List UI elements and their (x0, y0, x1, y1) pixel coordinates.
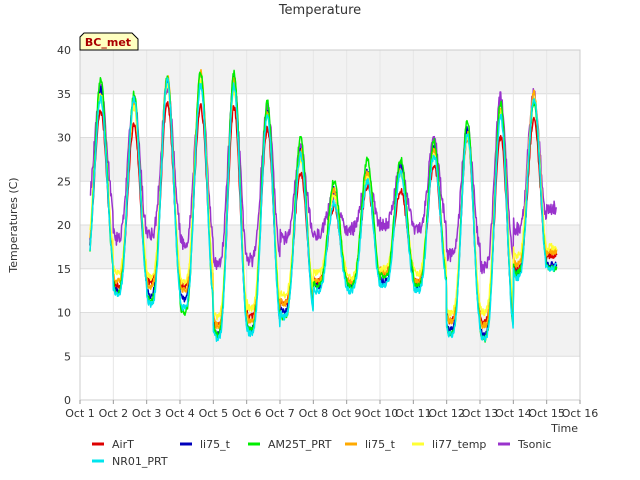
x-tick-label: Oct 1 (65, 407, 95, 420)
y-tick-label: 20 (57, 219, 71, 232)
legend: AirT li75_t AM25T_PRT li75_t li77_temp Tsonic… (92, 438, 551, 468)
y-tick-label: 25 (57, 175, 71, 188)
plot-frame (79, 49, 581, 401)
x-tick-label: Oct 5 (199, 407, 229, 420)
y-axis-ticks: 0 5 10 15 20 25 30 35 40 (57, 44, 71, 407)
x-tick-label: Oct 11 (395, 407, 432, 420)
x-axis-ticks: Oct 1 Oct 2 Oct 3 Oct 4 Oct 5 Oct 6 Oct 7 Oct 8… (65, 400, 598, 420)
x-tick-label: Oct 4 (165, 407, 195, 420)
x-tick-label: Oct 2 (99, 407, 129, 420)
y-tick-label: 40 (57, 44, 71, 57)
y-tick-label: 35 (57, 88, 71, 101)
y-tick-label: 0 (64, 394, 71, 407)
grid-band (80, 50, 580, 94)
legend-label: AM25T_PRT (268, 438, 332, 451)
site-badge: BC_met (79, 32, 139, 51)
grid-band (80, 312, 580, 357)
site-badge-label: BC_met (85, 36, 131, 49)
y-tick-label: 15 (57, 263, 71, 276)
x-tick-label: Oct 9 (332, 407, 362, 420)
grid-band (80, 225, 580, 269)
x-tick-label: Oct 7 (265, 407, 295, 420)
legend-label: li77_temp (432, 438, 486, 451)
legend-label: NR01_PRT (112, 455, 168, 468)
x-axis-label: Time (550, 422, 578, 435)
legend-label: AirT (112, 438, 134, 451)
chart-title: Temperature (278, 3, 361, 18)
legend-label: li75_t (365, 438, 396, 451)
y-tick-label: 10 (57, 307, 71, 320)
x-tick-label: Oct 13 (462, 407, 499, 420)
x-tick-label: Oct 10 (362, 407, 399, 420)
series-line (89, 77, 557, 343)
x-tick-label: Oct 8 (299, 407, 329, 420)
y-axis-label: Temperatures (C) (7, 177, 20, 273)
x-tick-label: Oct 12 (428, 407, 465, 420)
y-tick-label: 5 (64, 350, 71, 363)
x-tick-label: Oct 14 (495, 407, 532, 420)
x-tick-label: Oct 15 (528, 407, 565, 420)
y-tick-label: 30 (57, 132, 71, 145)
x-tick-label: Oct 6 (232, 407, 262, 420)
series-line (89, 77, 558, 275)
site-badge-shape (79, 32, 139, 51)
x-tick-label: Oct 3 (132, 407, 162, 420)
series-lines (89, 68, 558, 343)
legend-label: li75_t (200, 438, 231, 451)
legend-label: Tsonic (517, 438, 551, 451)
x-tick-label: Oct 16 (562, 407, 599, 420)
